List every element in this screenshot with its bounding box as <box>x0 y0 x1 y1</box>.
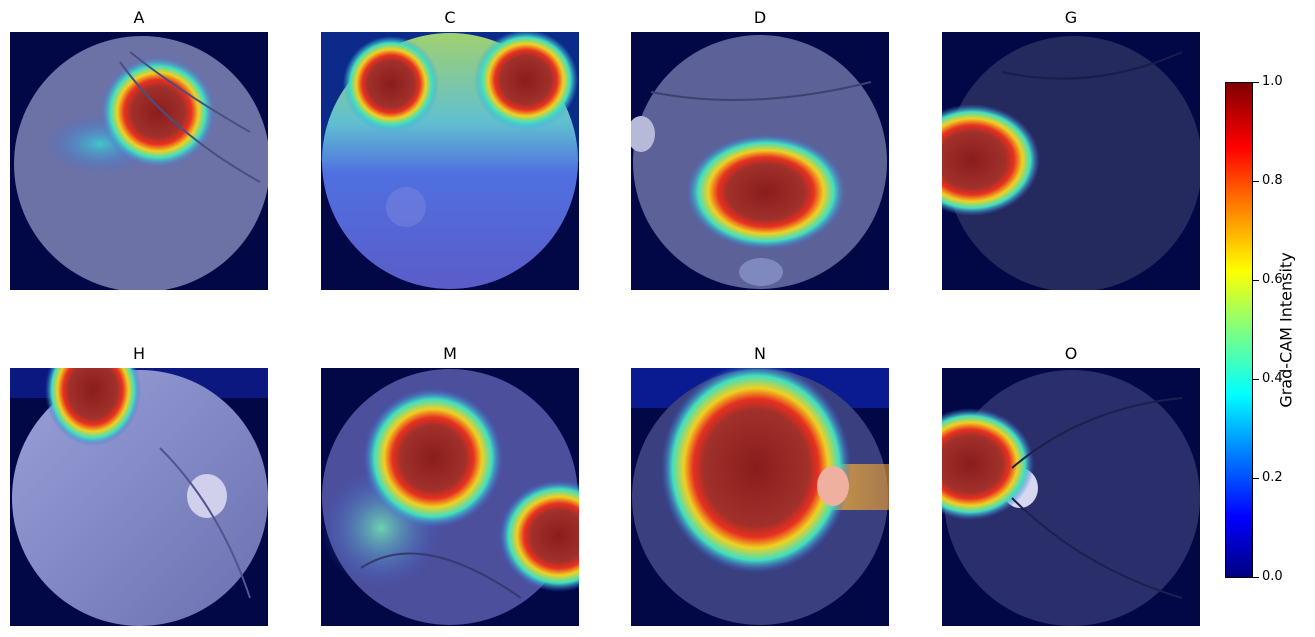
panel-d <box>631 32 889 290</box>
colorbar-tick <box>1253 379 1259 380</box>
panel-title-n: N <box>754 344 766 363</box>
colorbar-tick-label: 0.4 <box>1262 371 1283 386</box>
panel-title-g: G <box>1064 8 1078 27</box>
colorbar-tick-label: 0.6 <box>1262 272 1283 287</box>
panel-title-o: O <box>1064 344 1078 363</box>
colorbar-tick-label: 0.2 <box>1262 470 1283 485</box>
panel-title-m: M <box>443 344 457 363</box>
panel-c <box>321 32 579 290</box>
colorbar-tick <box>1253 181 1259 182</box>
fundus-heatmap-n <box>631 368 889 626</box>
panel-title-d: D <box>753 8 767 27</box>
panel-h <box>10 368 268 626</box>
fundus-heatmap-c <box>321 32 579 290</box>
panel-title-h: H <box>132 344 146 363</box>
colorbar-tick <box>1253 577 1259 578</box>
fundus-heatmap-m <box>321 368 579 626</box>
panel-n <box>631 368 889 626</box>
colorbar-tick-label: 1.0 <box>1262 74 1283 89</box>
panel-title-c: C <box>444 8 456 27</box>
colorbar-tick-label: 0.8 <box>1262 173 1283 188</box>
colorbar-tick <box>1253 280 1259 281</box>
colorbar-tick <box>1253 82 1259 83</box>
colorbar <box>1225 82 1253 578</box>
panel-a <box>10 32 268 290</box>
fundus-heatmap-d <box>631 32 889 290</box>
colorbar-tick <box>1253 478 1259 479</box>
fundus-heatmap-h <box>10 368 268 626</box>
panel-g <box>942 32 1200 290</box>
colorbar-label: Grad-CAM Intensity <box>1276 252 1296 408</box>
fundus-heatmap-a <box>10 32 268 290</box>
fundus-heatmap-g <box>942 32 1200 290</box>
fundus-heatmap-o <box>942 368 1200 626</box>
panel-o <box>942 368 1200 626</box>
panel-title-a: A <box>133 8 145 27</box>
panel-m <box>321 368 579 626</box>
colorbar-tick-label: 0.0 <box>1262 569 1283 584</box>
